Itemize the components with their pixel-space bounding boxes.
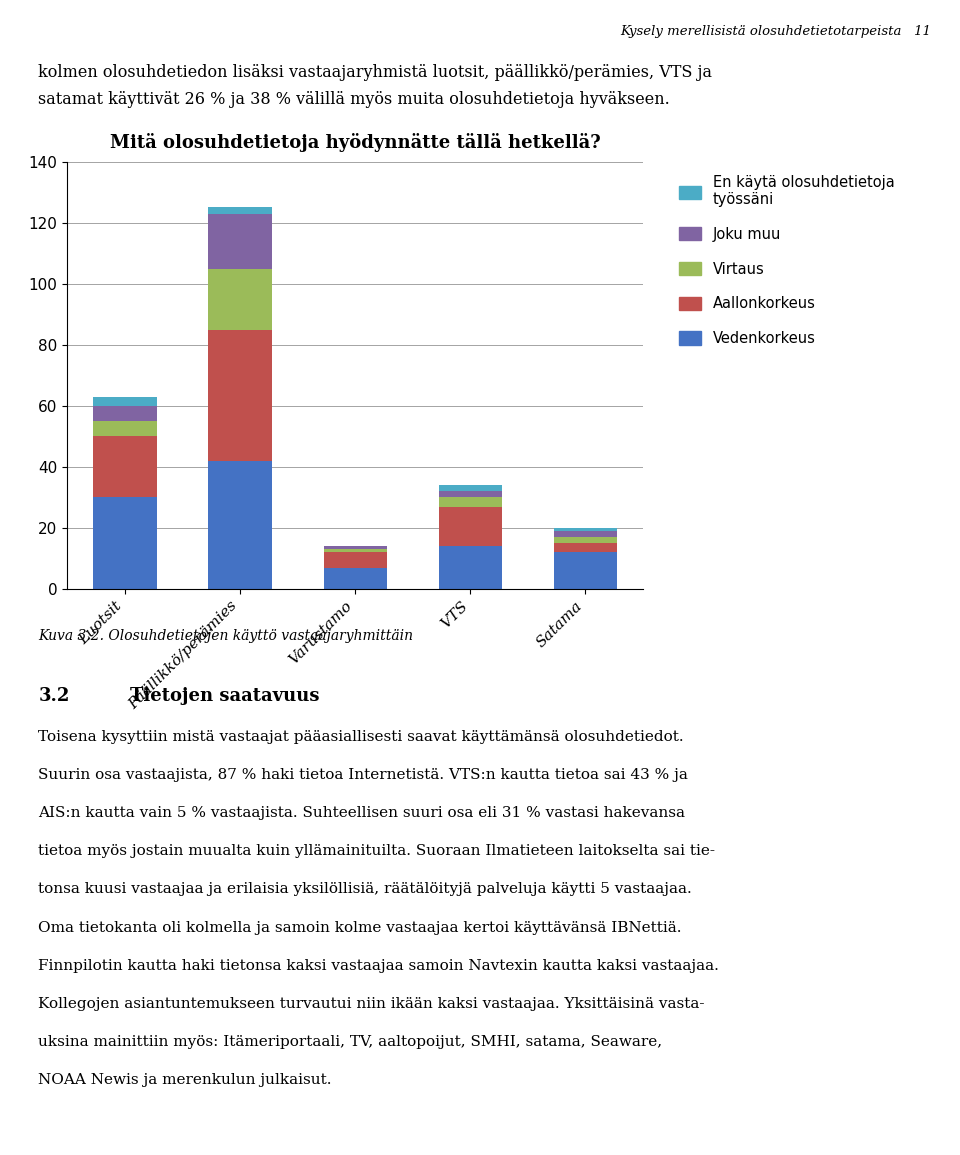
- Text: Kuva 3.2. Olosuhdetietojen käyttö vastaajaryhmittäin: Kuva 3.2. Olosuhdetietojen käyttö vastaa…: [38, 629, 414, 643]
- Text: Kysely merellisistä olosuhdetietotarpeista   11: Kysely merellisistä olosuhdetietotarpeis…: [620, 25, 931, 38]
- Bar: [554, 543, 617, 552]
- Bar: [439, 498, 502, 507]
- Bar: [208, 461, 272, 589]
- Text: Tietojen saatavuus: Tietojen saatavuus: [130, 687, 319, 706]
- Bar: [439, 546, 502, 589]
- Text: tietoa myös jostain muualta kuin yllämainituilta. Suoraan Ilmatieteen laitokselt: tietoa myös jostain muualta kuin yllämai…: [38, 844, 715, 858]
- Bar: [208, 269, 272, 329]
- Bar: [208, 214, 272, 269]
- Bar: [554, 528, 617, 531]
- Bar: [208, 208, 272, 214]
- Text: NOAA Newis ja merenkulun julkaisut.: NOAA Newis ja merenkulun julkaisut.: [38, 1073, 332, 1087]
- Bar: [554, 552, 617, 589]
- Bar: [324, 550, 387, 552]
- Bar: [554, 537, 617, 543]
- Text: Finnpilotin kautta haki tietonsa kaksi vastaajaa samoin Navtexin kautta kaksi va: Finnpilotin kautta haki tietonsa kaksi v…: [38, 959, 719, 973]
- Bar: [324, 568, 387, 589]
- Bar: [93, 405, 156, 422]
- Bar: [93, 498, 156, 589]
- Bar: [439, 485, 502, 491]
- Bar: [208, 329, 272, 461]
- Bar: [439, 491, 502, 498]
- Text: Toisena kysyttiin mistä vastaajat pääasiallisesti saavat käyttämänsä olosuhdetie: Toisena kysyttiin mistä vastaajat pääasi…: [38, 730, 684, 744]
- Bar: [439, 507, 502, 546]
- Title: Mitä olosuhdetietoja hyödynnätte tällä hetkellä?: Mitä olosuhdetietoja hyödynnätte tällä h…: [109, 133, 601, 151]
- Bar: [93, 437, 156, 498]
- Text: AIS:n kautta vain 5 % vastaajista. Suhteellisen suuri osa eli 31 % vastasi hakev: AIS:n kautta vain 5 % vastaajista. Suhte…: [38, 806, 685, 820]
- Text: satamat käyttivät 26 % ja 38 % välillä myös muita olosuhdetietoja hyväkseen.: satamat käyttivät 26 % ja 38 % välillä m…: [38, 91, 670, 109]
- Text: tonsa kuusi vastaajaa ja erilaisia yksilöllisiä, räätälöityjä palveluja käytti 5: tonsa kuusi vastaajaa ja erilaisia yksil…: [38, 882, 692, 896]
- Bar: [93, 396, 156, 405]
- Bar: [554, 531, 617, 537]
- Legend: En käytä olosuhdetietoja
työssäni, Joku muu, Virtaus, Aallonkorkeus, Vedenkorkeu: En käytä olosuhdetietoja työssäni, Joku …: [674, 169, 900, 352]
- Text: 3.2: 3.2: [38, 687, 70, 706]
- Text: Oma tietokanta oli kolmella ja samoin kolme vastaajaa kertoi käyttävänsä IBNetti: Oma tietokanta oli kolmella ja samoin ko…: [38, 921, 682, 934]
- Text: uksina mainittiin myös: Itämeriportaali, TV, aaltopoijut, SMHI, satama, Seaware,: uksina mainittiin myös: Itämeriportaali,…: [38, 1035, 662, 1049]
- Bar: [324, 552, 387, 568]
- Text: kolmen olosuhdetiedon lisäksi vastaajaryhmistä luotsit, päällikkö/perämies, VTS : kolmen olosuhdetiedon lisäksi vastaajary…: [38, 64, 712, 81]
- Text: Suurin osa vastaajista, 87 % haki tietoa Internetistä. VTS:n kautta tietoa sai 4: Suurin osa vastaajista, 87 % haki tietoa…: [38, 768, 688, 782]
- Text: Kollegojen asiantuntemukseen turvautui niin ikään kaksi vastaajaa. Yksittäisinä : Kollegojen asiantuntemukseen turvautui n…: [38, 997, 705, 1011]
- Bar: [93, 422, 156, 437]
- Bar: [324, 546, 387, 550]
